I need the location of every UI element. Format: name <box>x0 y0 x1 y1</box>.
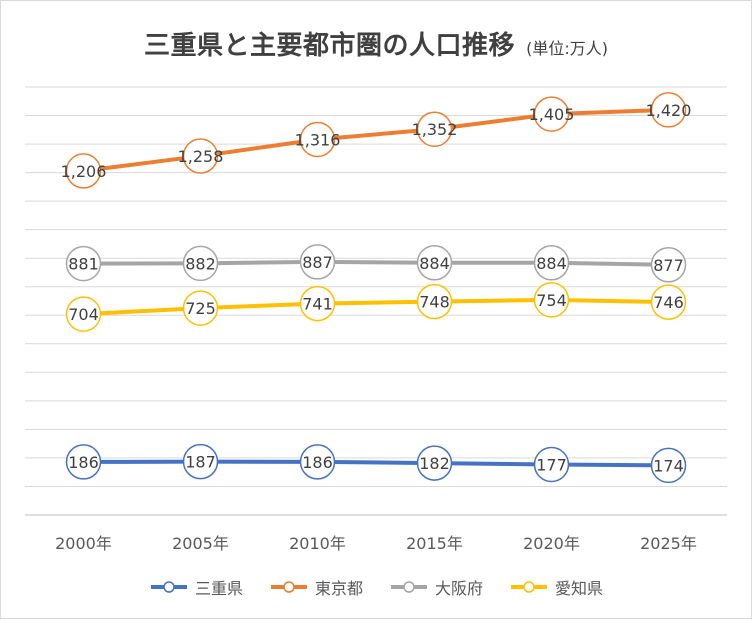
legend-swatch-marker <box>163 581 175 593</box>
legend-label: 大阪府 <box>435 579 484 598</box>
data-label: 748 <box>419 293 450 312</box>
data-point-marker <box>650 247 687 283</box>
legend-swatch-icon <box>270 581 307 593</box>
x-tick-labels: 2000年 2005年 2010年 2015年 2020年 2025年 <box>55 534 697 553</box>
data-point-marker <box>65 296 102 332</box>
data-point-marker <box>182 138 219 174</box>
data-point-marker <box>416 245 453 281</box>
x-tick-label: 2020年 <box>523 534 580 553</box>
data-label: 881 <box>68 255 99 274</box>
legend-label: 東京都 <box>314 579 363 598</box>
data-point-marker <box>416 283 453 320</box>
data-point-marker <box>533 245 570 281</box>
legend-swatch-icon <box>511 581 548 593</box>
data-label: 182 <box>419 454 450 473</box>
series-1: 186 187 186 182 177 174 <box>65 443 687 484</box>
data-label: 1,405 <box>529 105 575 124</box>
data-label: 704 <box>68 305 99 324</box>
x-tick-label: 2025年 <box>640 534 697 553</box>
series-2: 1,206 1,258 1,316 1,352 1,405 1,420 <box>61 92 692 189</box>
data-label: 887 <box>302 253 333 272</box>
data-label: 884 <box>419 254 450 273</box>
legend-swatch-icon <box>150 581 187 593</box>
x-tick-label: 2010年 <box>289 534 346 553</box>
legend-swatch-marker <box>523 581 535 593</box>
data-point-marker <box>299 444 336 480</box>
data-point-marker <box>533 282 570 318</box>
series-line <box>81 459 671 468</box>
series-line <box>81 259 671 267</box>
data-label: 741 <box>302 295 333 314</box>
data-point-marker <box>65 444 102 480</box>
legend-label: 三重県 <box>194 579 243 598</box>
series-line <box>81 107 671 173</box>
legend-swatch-icon <box>391 581 427 593</box>
data-point-marker <box>416 445 453 481</box>
series-3: 881 882 887 884 884 877 <box>65 244 687 283</box>
data-point-marker <box>299 244 336 280</box>
chart-title: 三重県と主要都市圏の人口推移 <box>144 31 516 61</box>
title-row: 三重県と主要都市圏の人口推移 (単位:万人) <box>1 25 751 62</box>
legend-item: 東京都 <box>269 575 363 599</box>
data-label: 884 <box>536 254 567 273</box>
gridlines <box>25 86 727 516</box>
legend-swatch-marker <box>403 581 415 593</box>
data-label: 754 <box>536 291 567 310</box>
data-point-marker <box>65 153 102 189</box>
chart-subtitle: (単位:万人) <box>526 39 608 58</box>
legend-swatch-marker <box>283 581 295 593</box>
x-tick-label: 2005年 <box>172 534 229 553</box>
data-label: 187 <box>185 453 216 472</box>
legend-label: 愛知県 <box>555 579 604 598</box>
data-point-marker <box>299 285 336 322</box>
data-label: 1,258 <box>178 147 224 166</box>
data-label: 174 <box>653 456 684 475</box>
data-point-marker <box>533 446 570 483</box>
data-label: 1,206 <box>61 162 107 181</box>
data-point-marker <box>182 443 219 480</box>
data-point-marker <box>182 290 219 326</box>
series-4: 704 725 741 748 754 746 <box>65 282 687 332</box>
data-label: 186 <box>302 453 333 472</box>
data-label: 186 <box>68 453 99 472</box>
data-point-marker <box>416 111 453 147</box>
legend-item: 大阪府 <box>389 575 483 599</box>
data-label: 1,420 <box>646 101 692 120</box>
data-point-marker <box>299 121 336 158</box>
data-point-marker <box>65 245 102 282</box>
data-label: 1,316 <box>295 131 341 150</box>
x-tick-label: 2000年 <box>55 534 112 553</box>
series-line <box>81 297 671 317</box>
data-label: 882 <box>185 254 216 273</box>
data-point-marker <box>650 447 687 484</box>
data-point-marker <box>182 245 219 282</box>
data-point-marker <box>533 96 570 132</box>
data-point-marker <box>650 92 687 128</box>
data-label: 746 <box>653 293 684 312</box>
legend-item: 三重県 <box>149 575 243 599</box>
x-tick-label: 2015年 <box>406 534 463 553</box>
data-point-marker <box>650 284 687 320</box>
legend: 三重県 東京都 大阪府 愛知県 <box>1 573 751 601</box>
data-label: 877 <box>653 256 684 275</box>
legend-item: 愛知県 <box>509 575 603 599</box>
data-label: 1,352 <box>412 120 458 139</box>
data-label: 177 <box>536 455 567 474</box>
data-label: 725 <box>185 299 216 318</box>
